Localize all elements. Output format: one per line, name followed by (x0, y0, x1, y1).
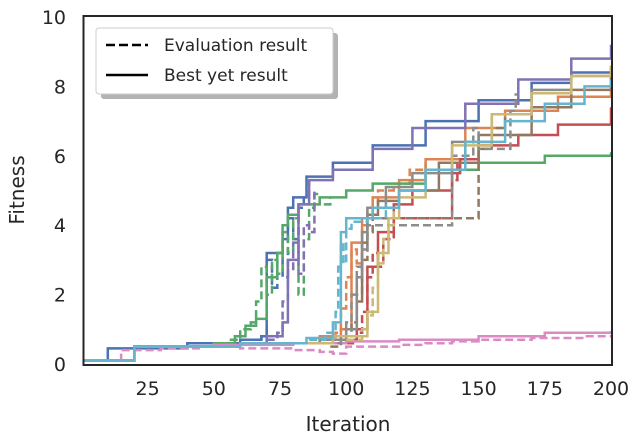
series-8-evaluation-line (325, 93, 517, 345)
y-tick-label: 2 (54, 285, 66, 307)
series-1-evaluation-line (240, 180, 311, 345)
x-tick-label: 50 (202, 378, 226, 400)
x-tick-label: 100 (328, 378, 364, 400)
x-tick-label: 75 (268, 378, 292, 400)
legend-box (95, 27, 334, 95)
series-10-best-line (84, 79, 613, 362)
x-tick-label: 25 (136, 378, 160, 400)
y-tick-label: 6 (54, 146, 66, 168)
legend: Evaluation result Best yet result (95, 27, 338, 99)
series-5-evaluation-line (266, 190, 316, 341)
x-tick-label: 125 (394, 378, 430, 400)
y-tick-label: 10 (42, 7, 66, 29)
plot-lines (84, 44, 613, 362)
x-tick-label: 150 (460, 378, 496, 400)
y-tick-label: 0 (54, 354, 66, 376)
legend-label-evaluation: Evaluation result (164, 36, 308, 56)
x-tick-label: 200 (593, 378, 629, 400)
x-tick-label: 175 (527, 378, 563, 400)
y-tick-label: 8 (54, 76, 66, 98)
series-7-evaluation-line (84, 334, 611, 362)
y-tick-labels: 0 2 4 6 8 10 (42, 7, 66, 376)
series-10-evaluation-line (309, 204, 388, 341)
y-axis-title: Fitness (5, 155, 29, 224)
y-tick-label: 4 (54, 215, 66, 237)
x-axis-title: Iteration (306, 412, 391, 436)
series-9-best-line (84, 65, 613, 362)
series-9-evaluation-line (346, 207, 396, 341)
legend-label-best: Best yet result (164, 66, 288, 86)
series-1-best-line (84, 65, 613, 362)
plot-frame (82, 15, 613, 366)
x-tick-labels: 25 50 75 100 125 150 175 200 (136, 378, 630, 400)
